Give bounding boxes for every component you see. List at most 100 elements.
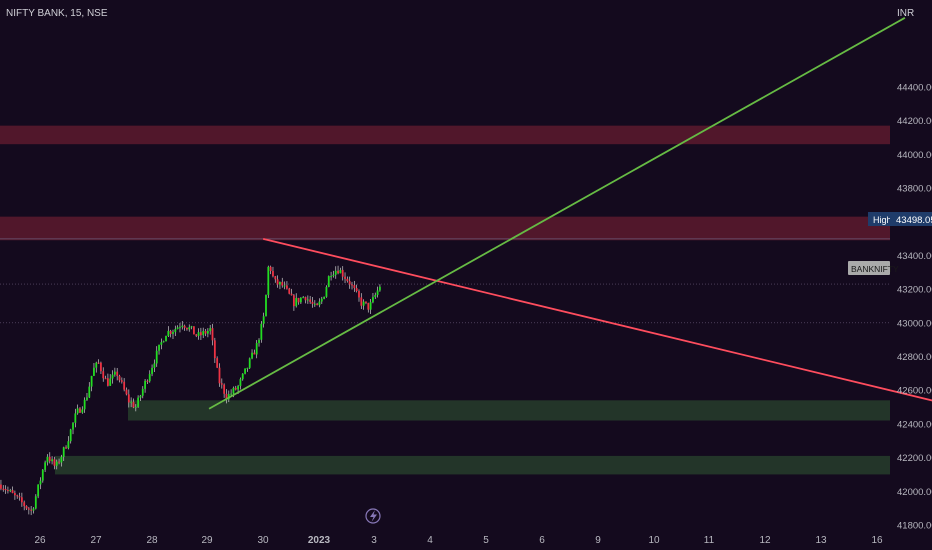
candle-body bbox=[283, 285, 286, 287]
candle-body bbox=[195, 334, 198, 336]
candle-body bbox=[255, 343, 258, 355]
x-tick-label: 26 bbox=[34, 535, 46, 546]
candle-body bbox=[97, 362, 100, 364]
candle-body bbox=[134, 406, 137, 408]
candle-body bbox=[137, 397, 140, 407]
candle-body bbox=[118, 375, 121, 381]
candle-body bbox=[332, 274, 335, 277]
y-tick-label: 41800.00 bbox=[897, 521, 932, 532]
price-axis[interactable]: 44400.0044200.0044000.0043800.0043600.00… bbox=[897, 82, 932, 531]
candle-body bbox=[234, 387, 237, 390]
candle-body bbox=[253, 352, 256, 355]
candle-body bbox=[72, 422, 74, 430]
y-tick-label: 42800.00 bbox=[897, 352, 932, 363]
candle-body bbox=[292, 295, 295, 307]
candle-body bbox=[374, 294, 377, 298]
candle-body bbox=[244, 368, 246, 374]
time-axis[interactable]: 26 27 28 29 30 2023 3 4 5 6 9 10 11 12 13 16 bbox=[34, 535, 883, 546]
candle-body bbox=[353, 285, 356, 289]
candle-body bbox=[102, 371, 105, 379]
candle-body bbox=[30, 509, 33, 511]
candle-body bbox=[365, 301, 367, 303]
candle-body bbox=[81, 409, 84, 413]
y-tick-label: 44000.00 bbox=[897, 150, 932, 161]
candle-body bbox=[241, 373, 244, 380]
y-tick-label: 44200.00 bbox=[897, 116, 932, 127]
candle-body bbox=[206, 330, 209, 334]
candle-body bbox=[144, 380, 146, 389]
candle-body bbox=[355, 288, 358, 292]
candle-body bbox=[32, 508, 35, 511]
candle-body bbox=[279, 282, 281, 285]
high-value-badge bbox=[890, 212, 932, 226]
y-tick-label: 44400.00 bbox=[897, 82, 932, 93]
candle-body bbox=[13, 493, 16, 496]
trendlines[interactable] bbox=[208, 17, 932, 410]
candle-body bbox=[299, 297, 302, 303]
candle-body bbox=[4, 489, 7, 491]
y-tick-label: 43000.00 bbox=[897, 318, 932, 329]
ticker-badge-label: BANKNIFTY bbox=[851, 264, 899, 274]
candlestick-series[interactable] bbox=[0, 265, 381, 516]
candle-body bbox=[334, 270, 337, 275]
candle-body bbox=[100, 362, 102, 372]
candle-body bbox=[65, 447, 67, 449]
x-tick-label: 11 bbox=[704, 535, 715, 546]
candle-body bbox=[318, 301, 321, 306]
candle-body bbox=[362, 301, 365, 306]
candle-body bbox=[62, 447, 65, 457]
candle-body bbox=[204, 331, 207, 334]
candle-body bbox=[125, 389, 128, 395]
candle-body bbox=[330, 276, 332, 278]
candle-body bbox=[288, 288, 291, 294]
high-label: High bbox=[873, 215, 892, 225]
candle-body bbox=[116, 371, 119, 376]
candle-body bbox=[41, 469, 44, 481]
y-tick-label: 43200.00 bbox=[897, 285, 932, 296]
candle-body bbox=[213, 340, 216, 359]
candle-body bbox=[216, 358, 219, 368]
candle-body bbox=[337, 270, 339, 274]
lightning-icon[interactable] bbox=[365, 508, 381, 524]
candle-body bbox=[220, 383, 223, 385]
candle-body bbox=[86, 397, 88, 400]
candle-body bbox=[223, 384, 226, 394]
candle-body bbox=[174, 329, 177, 333]
candle-body bbox=[16, 495, 19, 497]
candle-body bbox=[109, 378, 112, 386]
candle-body bbox=[0, 484, 2, 489]
candle-body bbox=[90, 375, 93, 387]
x-tick-label: 13 bbox=[815, 535, 827, 546]
candle-body bbox=[225, 393, 228, 400]
candle-body bbox=[130, 401, 133, 403]
candle-body bbox=[218, 367, 221, 384]
currency-label: INR bbox=[897, 8, 914, 19]
candle-body bbox=[88, 386, 91, 398]
candle-body bbox=[151, 367, 153, 374]
candle-body bbox=[276, 279, 279, 285]
candle-body bbox=[39, 480, 42, 485]
candle-body bbox=[209, 328, 212, 331]
candle-body bbox=[74, 413, 77, 423]
candle-body bbox=[302, 297, 305, 299]
support-zone bbox=[128, 400, 890, 421]
candle-body bbox=[179, 326, 181, 328]
candle-body bbox=[262, 316, 265, 324]
candle-body bbox=[58, 461, 60, 463]
candle-body bbox=[358, 291, 360, 298]
candle-body bbox=[360, 297, 363, 306]
candle-body bbox=[306, 299, 309, 301]
candle-body bbox=[265, 295, 267, 317]
candle-body bbox=[327, 276, 330, 287]
candle-body bbox=[37, 484, 40, 497]
resistance-zone bbox=[0, 125, 890, 145]
candle-body bbox=[141, 388, 144, 396]
candle-body bbox=[113, 371, 116, 375]
candle-body bbox=[351, 284, 353, 286]
candle-body bbox=[239, 379, 242, 387]
candle-body bbox=[120, 380, 123, 382]
candle-body bbox=[260, 323, 263, 340]
candle-body bbox=[376, 290, 379, 295]
x-tick-label: 10 bbox=[648, 535, 660, 546]
